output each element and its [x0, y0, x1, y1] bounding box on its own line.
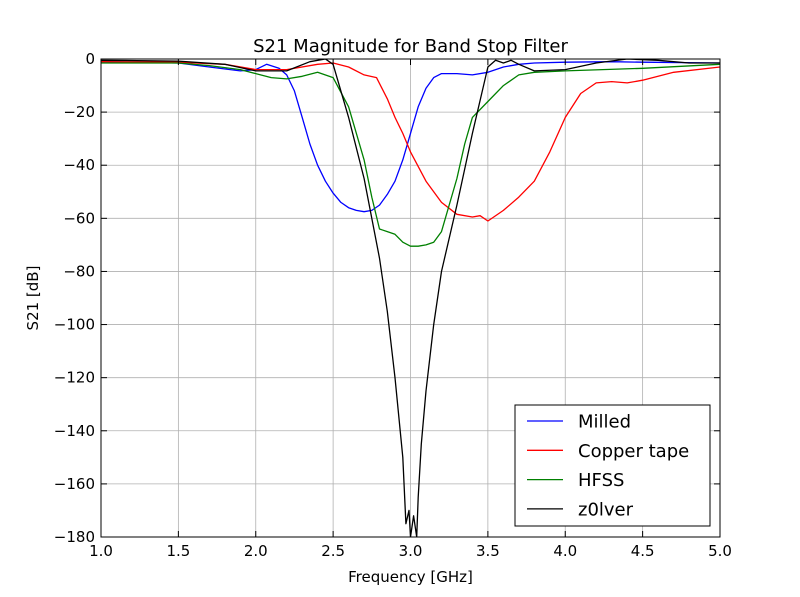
x-tick-label: 2.0 [244, 542, 268, 560]
x-tick-label: 4.5 [631, 542, 655, 560]
series-line-hfss [101, 62, 720, 247]
y-tick-label: −140 [54, 422, 95, 440]
y-tick-label: −120 [54, 369, 95, 387]
data-series [101, 59, 720, 537]
legend-box [514, 404, 711, 527]
series-line-copper-tape [101, 61, 720, 222]
x-tick-label: 1.5 [166, 542, 190, 560]
x-tick-label: 3.5 [476, 542, 500, 560]
y-tick-label: −180 [54, 528, 95, 546]
legend-label-hfss: HFSS [578, 470, 624, 491]
y-tick-label: −160 [54, 475, 95, 493]
legend-label-z0lver: z0lver [578, 499, 634, 520]
y-tick-label: 0 [85, 50, 95, 68]
y-tick-label: −20 [63, 103, 95, 121]
x-tick-label: 2.5 [321, 542, 345, 560]
x-tick-label: 3.0 [399, 542, 423, 560]
axis-ticks: 1.0 1.5 2.0 2.5 3.0 3.5 4.0 4.5 5.0 0 −20 −40 −60 −80… [54, 50, 732, 560]
y-axis-title: S21 [dB] [24, 266, 42, 331]
legend-label-copper-tape: Copper tape [578, 441, 689, 462]
y-tick-label: −80 [63, 262, 95, 280]
y-tick-label: −60 [63, 209, 95, 227]
x-tick-label: 1.0 [89, 542, 113, 560]
chart-title: S21 Magnitude for Band Stop Filter [253, 36, 568, 57]
legend-label-milled: Milled [578, 412, 631, 433]
x-axis-title: Frequency [GHz] [348, 568, 473, 586]
series-line-z0lver [101, 59, 720, 537]
x-tick-label: 4.0 [553, 542, 577, 560]
x-tick-label: 5.0 [708, 542, 732, 560]
legend: Milled Copper tape HFSS z0lver [514, 404, 711, 527]
y-tick-label: −100 [54, 316, 95, 334]
y-tick-label: −40 [63, 156, 95, 174]
